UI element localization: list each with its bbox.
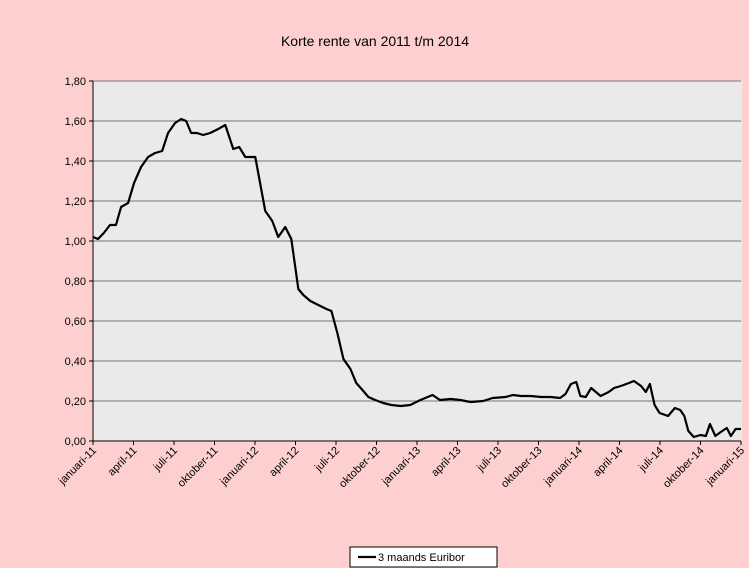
line — [92, 117, 741, 439]
y-tick-label: 1,60 — [65, 116, 86, 128]
y-tick-label: 1,00 — [65, 236, 86, 248]
y-tick-label: 0,80 — [65, 276, 86, 288]
plot-area — [93, 81, 742, 441]
y-tick-label: 1,20 — [65, 196, 86, 208]
y-tick-label: 0,40 — [65, 356, 86, 368]
y-tick-label: 0,00 — [65, 436, 86, 448]
legend-box — [349, 546, 498, 568]
y-tick-label: 0,60 — [65, 316, 86, 328]
chart-title: Korte rente van 2011 t/m 2014 — [281, 33, 469, 49]
y-tick-label: 0,20 — [65, 396, 86, 408]
y-tick-label: 1,40 — [65, 156, 86, 168]
legend-label: 3 maands Euribor — [378, 552, 465, 564]
y-tick-label: 1,80 — [65, 76, 86, 88]
